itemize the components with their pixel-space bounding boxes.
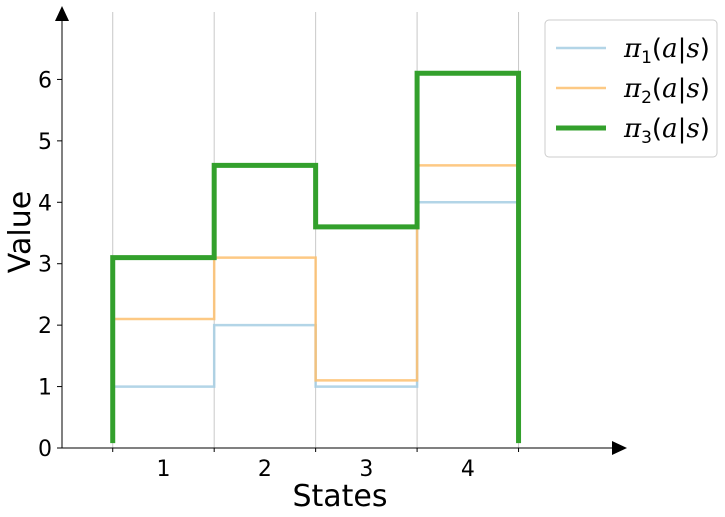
y-tick-label: 0 (38, 437, 52, 462)
y-tick-label: 6 (38, 68, 52, 93)
legend-label-1: π1(a|s) (623, 34, 710, 68)
x-tick-label: 1 (156, 457, 170, 482)
legend-label-3: π3(a|s) (623, 114, 710, 148)
y-axis-title: Value (3, 191, 38, 273)
y-tick-label: 5 (38, 130, 52, 155)
x-tick-label: 4 (461, 457, 475, 482)
y-tick-label: 1 (38, 376, 52, 401)
y-axis-arrow (55, 6, 69, 21)
series-layer (110, 70, 522, 444)
y-ticks: 0 1 2 3 4 5 6 (38, 68, 62, 462)
y-tick-label: 4 (38, 191, 52, 216)
series-line-3 (110, 70, 522, 444)
x-axis-title: States (292, 479, 387, 514)
legend-label-2: π2(a|s) (623, 74, 710, 108)
x-ticks: 1 2 3 4 (112, 448, 520, 482)
y-tick-label: 2 (38, 314, 52, 339)
y-tick-label: 3 (38, 253, 52, 278)
legend: π1(a|s) π2(a|s) π3(a|s) (544, 19, 718, 158)
x-tick-label: 2 (258, 457, 272, 482)
x-tick-label: 3 (359, 457, 373, 482)
legend-box (544, 19, 718, 158)
x-axis-arrow (612, 441, 627, 455)
